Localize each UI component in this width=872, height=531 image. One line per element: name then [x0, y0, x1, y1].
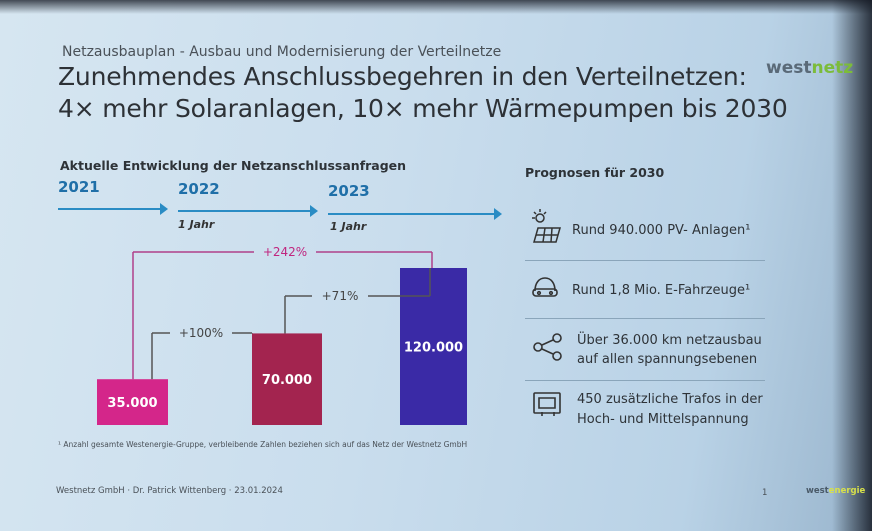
photo-edge [832, 0, 872, 531]
forecast-item-trafo-line2: Hoch- und Mittelspannung [577, 412, 749, 427]
slide-title-line1: Zunehmendes Anschlussbegehren in den Ver… [58, 62, 747, 91]
photo-edge [0, 0, 872, 14]
forecast-heading: Prognosen für 2030 [525, 165, 665, 180]
bar-2022 [252, 333, 322, 425]
car-icon [530, 275, 560, 305]
divider [525, 260, 765, 261]
bar-value-label: 70.000 [262, 373, 312, 388]
forecast-item-trafo-line1: 450 zusätzliche Trafos in der [577, 392, 763, 407]
solar-panel-icon [528, 208, 562, 248]
divider [525, 318, 765, 319]
forecast-item-ev: Rund 1,8 Mio. E-Fahrzeuge¹ [572, 283, 751, 298]
page-number: 1 [762, 488, 768, 498]
timeline-year-2022: 2022 [178, 180, 220, 198]
annotation-label: +100% [179, 326, 223, 340]
network-icon [532, 332, 564, 366]
divider [525, 380, 765, 381]
slide-subtitle: Netzausbauplan - Ausbau und Modernisieru… [62, 44, 502, 60]
timeline-arrow [58, 203, 168, 215]
timeline-year-2021: 2021 [58, 178, 100, 196]
footnote: ¹ Anzahl gesamte Westenergie-Gruppe, ver… [58, 440, 468, 449]
forecast-item-grid-line1: Über 36.000 km netzausbau [577, 333, 762, 348]
timeline-year-2023: 2023 [328, 182, 370, 200]
timeline-interval: 1 Jahr [178, 218, 215, 231]
timeline-interval: 1 Jahr [330, 220, 367, 233]
forecast-item-pv: Rund 940.000 PV- Anlagen¹ [572, 223, 751, 238]
timeline-arrow [178, 205, 318, 217]
bar-value-label: 35.000 [107, 396, 157, 411]
bar-value-label: 120.000 [404, 341, 463, 356]
chart-heading: Aktuelle Entwicklung der Netzanschlussan… [60, 158, 407, 173]
westnetz-logo: westnetz [766, 58, 854, 78]
bar-2021 [97, 379, 168, 425]
timeline-arrow [328, 208, 502, 220]
annotation-label: +242% [263, 245, 307, 259]
annotation-label: +71% [322, 289, 359, 303]
westenergie-logo: westenergie [806, 486, 866, 496]
slide-title-line2: 4× mehr Solaranlagen, 10× mehr Wärmepump… [58, 94, 788, 123]
forecast-item-grid-line2: auf allen spannungsebenen [577, 352, 758, 367]
bar-2023 [400, 268, 467, 425]
transformer-icon [532, 390, 564, 422]
footer-text: Westnetz GmbH · Dr. Patrick Wittenberg ·… [56, 486, 283, 496]
